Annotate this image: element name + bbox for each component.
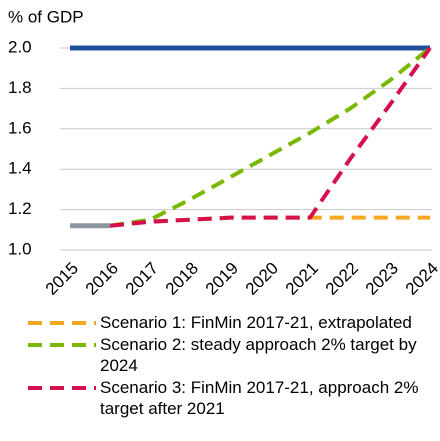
legend-item: Scenario 1: FinMin 2017-21, extrapolated xyxy=(0,312,440,333)
y-axis-title: % of GDP xyxy=(8,7,84,26)
legend-label: Scenario 2: steady approach 2% target by… xyxy=(100,335,417,375)
x-tick-label: 2020 xyxy=(242,259,282,299)
legend-label: Scenario 3: FinMin 2017-21, approach 2% … xyxy=(100,378,419,418)
x-tick-label: 2022 xyxy=(322,259,362,299)
legend-swatch xyxy=(28,321,96,325)
y-tick-label: 1.0 xyxy=(8,239,32,258)
y-tick-label: 1.4 xyxy=(8,159,32,178)
x-tick-label: 2018 xyxy=(162,259,202,299)
x-tick-label: 2024 xyxy=(402,259,440,299)
y-tick-label: 1.2 xyxy=(8,199,32,218)
legend-swatch xyxy=(28,386,96,390)
y-tick-label: 2.0 xyxy=(8,37,32,56)
dashed-line xyxy=(109,46,432,228)
y-tick-label: 1.6 xyxy=(8,118,32,137)
x-tick-label: 2023 xyxy=(362,259,402,299)
x-tick-label: 2017 xyxy=(122,259,162,299)
legend-item: Scenario 2: steady approach 2% target by… xyxy=(0,334,440,376)
x-tick-label: 2015 xyxy=(42,259,82,299)
x-tick-label: 2021 xyxy=(282,259,322,299)
legend-label: Scenario 1: FinMin 2017-21, extrapolated xyxy=(100,313,412,332)
y-tick-label: 1.8 xyxy=(8,78,32,97)
legend-swatch xyxy=(28,343,96,347)
x-tick-label: 2019 xyxy=(202,259,242,299)
dashed-line xyxy=(109,46,432,228)
x-tick-label: 2016 xyxy=(82,259,122,299)
legend-item: Scenario 3: FinMin 2017-21, approach 2% … xyxy=(0,377,440,419)
legend: Scenario 1: FinMin 2017-21, extrapolated… xyxy=(0,312,440,420)
